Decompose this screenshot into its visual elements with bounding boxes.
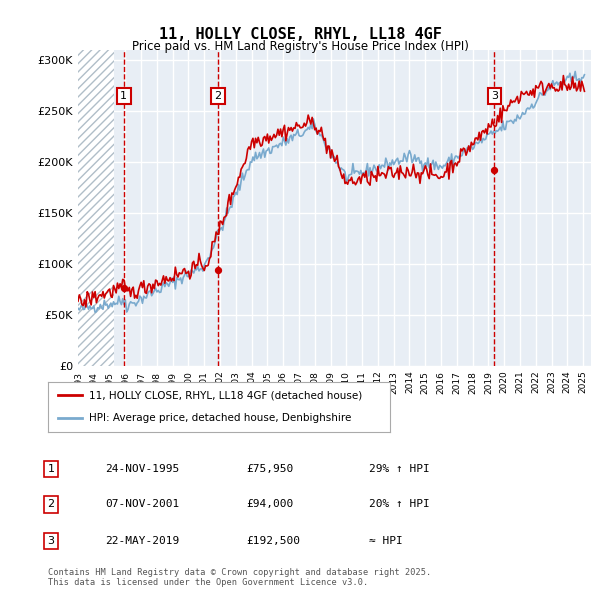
Text: 2: 2: [214, 91, 221, 101]
Point: [119, 284, 128, 293]
Text: ≈ HPI: ≈ HPI: [369, 536, 403, 546]
Point: [490, 165, 499, 175]
Text: 11, HOLLY CLOSE, RHYL, LL18 4GF (detached house): 11, HOLLY CLOSE, RHYL, LL18 4GF (detache…: [89, 390, 362, 400]
Point: [213, 266, 223, 275]
Text: 2: 2: [47, 500, 55, 509]
Text: Price paid vs. HM Land Registry's House Price Index (HPI): Price paid vs. HM Land Registry's House …: [131, 40, 469, 53]
Text: 3: 3: [491, 91, 498, 101]
Text: £94,000: £94,000: [246, 500, 293, 509]
Text: 20% ↑ HPI: 20% ↑ HPI: [369, 500, 430, 509]
Text: 24-NOV-1995: 24-NOV-1995: [105, 464, 179, 474]
Text: £192,500: £192,500: [246, 536, 300, 546]
Text: 22-MAY-2019: 22-MAY-2019: [105, 536, 179, 546]
Text: £75,950: £75,950: [246, 464, 293, 474]
Text: Contains HM Land Registry data © Crown copyright and database right 2025.
This d: Contains HM Land Registry data © Crown c…: [48, 568, 431, 587]
Text: 11, HOLLY CLOSE, RHYL, LL18 4GF: 11, HOLLY CLOSE, RHYL, LL18 4GF: [158, 27, 442, 42]
Text: HPI: Average price, detached house, Denbighshire: HPI: Average price, detached house, Denb…: [89, 414, 352, 424]
Text: 07-NOV-2001: 07-NOV-2001: [105, 500, 179, 509]
Text: 29% ↑ HPI: 29% ↑ HPI: [369, 464, 430, 474]
Text: 3: 3: [47, 536, 55, 546]
Text: 1: 1: [47, 464, 55, 474]
Text: 1: 1: [120, 91, 127, 101]
Bar: [78, 50, 115, 366]
